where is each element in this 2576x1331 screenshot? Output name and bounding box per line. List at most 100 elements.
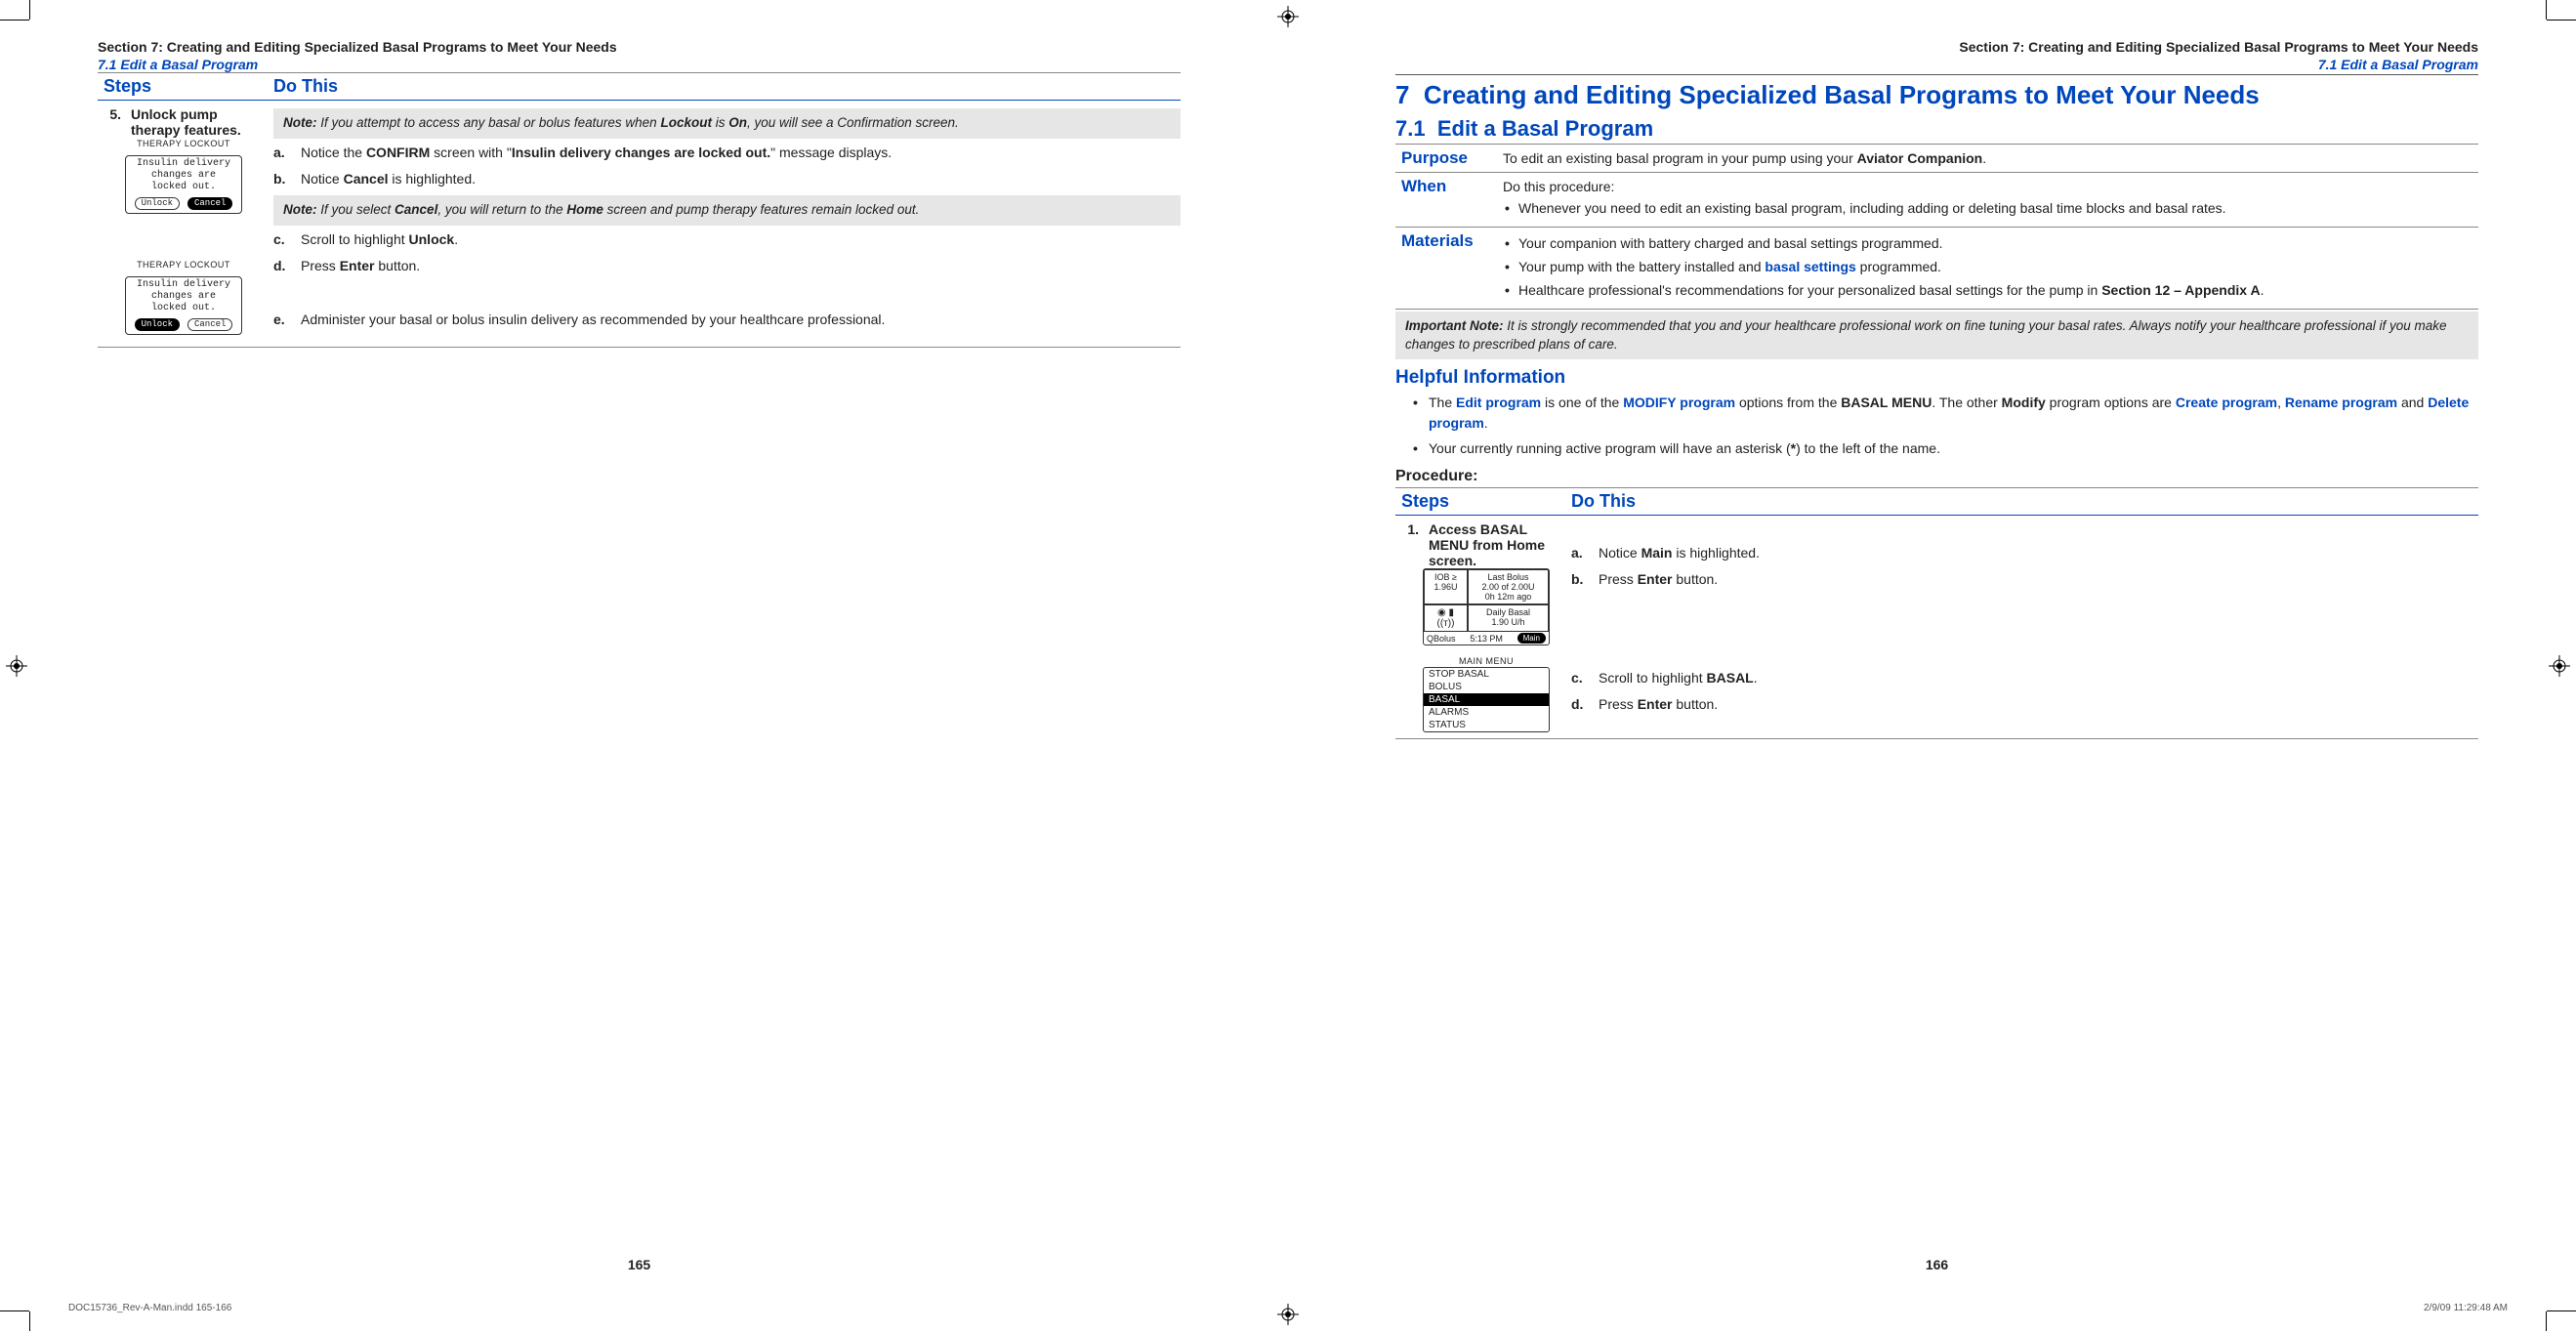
device-button-cancel: Cancel — [187, 318, 232, 331]
note-bold: On — [728, 115, 747, 130]
crop-mark — [2546, 1311, 2547, 1331]
note-text: It is strongly recommended that you and … — [1405, 318, 2447, 352]
note-text: If you attempt to access any basal or bo… — [317, 115, 661, 130]
substep-letter: d. — [273, 256, 291, 276]
materials-body: Your companion with battery charged and … — [1503, 231, 2478, 305]
substep-text: Notice Main is highlighted. — [1599, 543, 2478, 563]
chapter-title: 7 Creating and Editing Specialized Basal… — [1395, 81, 2478, 110]
materials-item: Healthcare professional's recommendation… — [1503, 280, 2471, 300]
note-box: Note: If you select Cancel, you will ret… — [273, 195, 1181, 226]
device-main-menu: MAIN MENU STOP BASALBOLUSBASALALARMSSTAT… — [1423, 655, 1550, 732]
substep-text: Scroll to highlight BASAL. — [1599, 668, 2478, 688]
note-bold: Home — [566, 202, 603, 217]
crop-mark — [29, 0, 30, 20]
procedure-heading: Procedure: — [1395, 468, 2478, 485]
materials-item: Your companion with battery charged and … — [1503, 233, 2471, 253]
registration-mark-icon — [6, 655, 27, 677]
note-text: If you select — [317, 202, 395, 217]
device-line: Insulin delivery — [130, 279, 237, 291]
device-screen-title: THERAPY LOCKOUT — [125, 259, 242, 270]
device-home-screen: IOB ≥1.96U Last Bolus2.00 of 2.00U0h 12m… — [1423, 568, 1550, 645]
menu-item: BOLUS — [1424, 681, 1549, 693]
main-button: Main — [1517, 633, 1546, 644]
substep-letter: b. — [273, 169, 291, 189]
device-line: changes are — [130, 170, 237, 182]
info-table: Purpose To edit an existing basal progra… — [1395, 144, 2478, 310]
step-cell: 5. Unlock pump therapy features. THERAPY … — [98, 106, 273, 341]
purpose-label: Purpose — [1395, 148, 1503, 168]
step-number: 1. — [1401, 521, 1419, 568]
daily-basal-cell: Daily Basal1.90 U/h — [1468, 604, 1549, 632]
substep-text: Notice Cancel is highlighted. — [301, 169, 1181, 189]
step-cell: 1.Access BASAL MENU from Home screen. IO… — [1395, 521, 1571, 732]
registration-mark-icon — [1277, 6, 1299, 27]
device-screen-lockout-unlock: Insulin delivery changes are locked out.… — [125, 276, 242, 335]
steps-column-header: Steps — [98, 76, 273, 97]
device-button-unlock: Unlock — [135, 197, 180, 210]
page-166: Section 7: Creating and Editing Speciali… — [1386, 39, 2488, 1272]
time-label: 5:13 PM — [1470, 634, 1503, 644]
device-line: locked out. — [130, 303, 237, 314]
step-number: 5. — [104, 106, 121, 138]
subsection-link: 7.1 Edit a Basal Program — [98, 57, 1181, 72]
helpful-item: The Edit program is one of the MODIFY pr… — [1413, 393, 2478, 433]
note-text: is — [712, 115, 728, 130]
note-text: screen and pump therapy features remain … — [603, 202, 919, 217]
substep-text: Scroll to highlight Unlock. — [301, 229, 1181, 250]
substep-letter: d. — [1571, 694, 1589, 715]
device-screen-title: THERAPY LOCKOUT — [125, 138, 242, 149]
crop-mark — [0, 1310, 29, 1311]
iob-cell: IOB ≥1.96U — [1424, 569, 1468, 604]
dothis-cell: Note: If you attempt to access any basal… — [273, 106, 1181, 341]
note-label: Important Note: — [1405, 318, 1504, 333]
substep-text: Press Enter button. — [1599, 694, 2478, 715]
note-label: Note: — [283, 115, 317, 130]
substep-letter: b. — [1571, 569, 1589, 590]
device-line: Insulin delivery — [130, 158, 237, 170]
steps-column-header: Steps — [1395, 491, 1571, 512]
note-box: Note: If you attempt to access any basal… — [273, 108, 1181, 139]
note-label: Note: — [283, 202, 317, 217]
note-text: , you will see a Confirmation screen. — [747, 115, 959, 130]
helpful-info-title: Helpful Information — [1395, 367, 2478, 389]
page-number: 166 — [1386, 1257, 2488, 1272]
when-item: Whenever you need to edit an existing ba… — [1503, 198, 2471, 218]
note-bold: Cancel — [395, 202, 437, 217]
section-header: Section 7: Creating and Editing Speciali… — [98, 39, 1181, 55]
device-button-cancel: Cancel — [187, 197, 232, 210]
dothis-column-header: Do This — [1571, 491, 2478, 512]
helpful-info: The Edit program is one of the MODIFY pr… — [1395, 393, 2478, 458]
last-bolus-cell: Last Bolus2.00 of 2.00U0h 12m ago — [1468, 569, 1549, 604]
step-title: Unlock pump therapy features. — [131, 106, 266, 138]
purpose-body: To edit an existing basal program in you… — [1503, 148, 2478, 168]
status-icons-cell: ◉ ▮((ᴛ)) — [1424, 604, 1468, 632]
steps-table: Steps Do This 1.Access BASAL MENU from H… — [1395, 487, 2478, 739]
substep-letter: a. — [1571, 543, 1589, 563]
helpful-item: Your currently running active program wi… — [1413, 438, 2478, 458]
substep-letter: a. — [273, 143, 291, 163]
dothis-cell: a. Notice Main is highlighted. b. Press En… — [1571, 521, 2478, 732]
page-165: Section 7: Creating and Editing Speciali… — [88, 39, 1190, 1272]
steps-table: Steps Do This 5.Unlock pump therapy feat… — [98, 72, 1181, 348]
qbolus-label: QBolus — [1427, 634, 1456, 644]
crop-mark — [2547, 1310, 2576, 1311]
menu-item: ALARMS — [1424, 706, 1549, 719]
crop-mark — [29, 1311, 30, 1331]
when-label: When — [1395, 177, 1503, 223]
substep-text: Administer your basal or bolus insulin d… — [301, 310, 1181, 330]
section-header: Section 7: Creating and Editing Speciali… — [1395, 39, 2478, 55]
step-title: Access BASAL MENU from Home screen. — [1429, 521, 1563, 568]
page-number: 165 — [88, 1257, 1190, 1272]
registration-mark-icon — [2549, 655, 2570, 677]
device-line: locked out. — [130, 182, 237, 193]
footer-file: DOC15736_Rev-A-Man.indd 165-166 — [68, 1303, 231, 1313]
menu-item: STATUS — [1424, 719, 1549, 731]
footer-timestamp: 2/9/09 11:29:48 AM — [2424, 1303, 2508, 1313]
materials-label: Materials — [1395, 231, 1503, 305]
divider — [1395, 74, 2478, 75]
note-bold: Lockout — [660, 115, 712, 130]
device-line: changes are — [130, 291, 237, 303]
menu-item: STOP BASAL — [1424, 668, 1549, 681]
substep-text: Press Enter button. — [1599, 569, 2478, 590]
substep-letter: c. — [1571, 668, 1589, 688]
